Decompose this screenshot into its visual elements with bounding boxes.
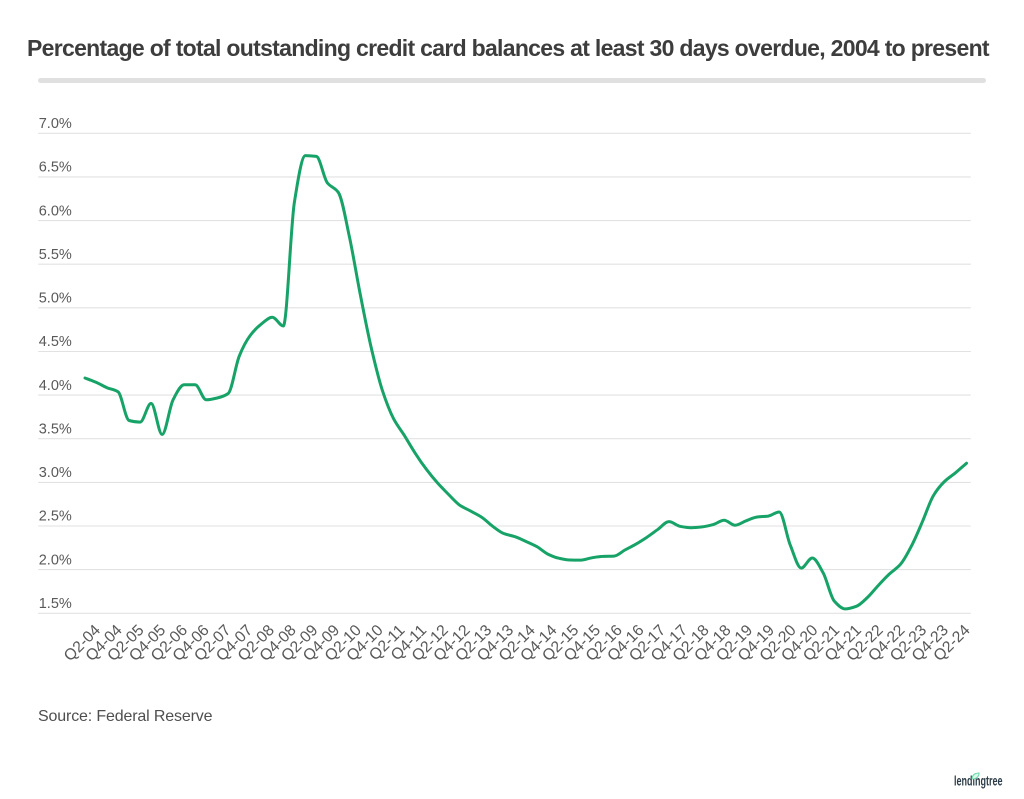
svg-text:6.0%: 6.0% (39, 203, 72, 219)
svg-text:5.5%: 5.5% (39, 247, 72, 263)
svg-text:2.5%: 2.5% (39, 509, 72, 525)
svg-text:6.5%: 6.5% (39, 160, 72, 176)
svg-text:3.0%: 3.0% (39, 465, 72, 481)
svg-text:4.5%: 4.5% (39, 334, 72, 350)
svg-text:4.0%: 4.0% (39, 378, 72, 394)
svg-text:1.5%: 1.5% (39, 596, 72, 612)
svg-text:3.5%: 3.5% (39, 421, 72, 437)
svg-text:2.0%: 2.0% (39, 552, 72, 568)
svg-text:lendingtree: lendingtree (954, 774, 1003, 789)
svg-text:7.0%: 7.0% (39, 116, 72, 132)
svg-text:5.0%: 5.0% (39, 291, 72, 307)
